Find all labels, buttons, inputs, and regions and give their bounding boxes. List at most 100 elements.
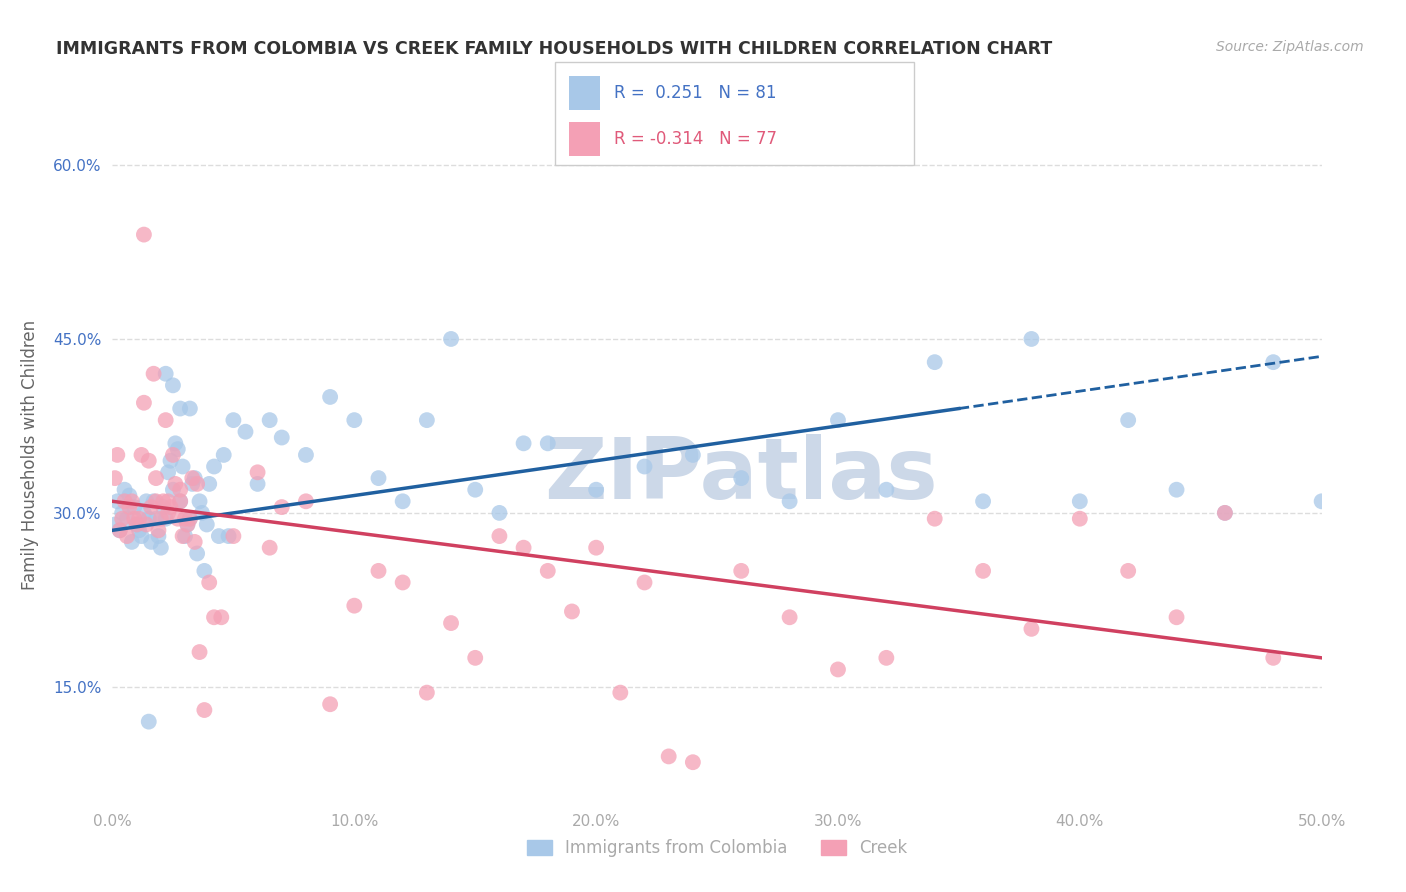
Text: IMMIGRANTS FROM COLOMBIA VS CREEK FAMILY HOUSEHOLDS WITH CHILDREN CORRELATION CH: IMMIGRANTS FROM COLOMBIA VS CREEK FAMILY… <box>56 40 1053 58</box>
Point <box>295 494 318 508</box>
Point <box>138 714 160 729</box>
Point <box>246 466 269 480</box>
Point <box>202 610 225 624</box>
Point <box>131 448 153 462</box>
Point <box>152 500 174 514</box>
Point <box>169 401 191 416</box>
Point <box>131 529 153 543</box>
Point <box>141 534 163 549</box>
Point <box>1166 483 1188 497</box>
Point <box>343 413 366 427</box>
Point <box>125 517 148 532</box>
Point <box>148 529 170 543</box>
Point <box>159 500 181 514</box>
Point <box>779 610 801 624</box>
Point <box>176 517 198 532</box>
Point <box>682 755 704 769</box>
Point <box>186 476 208 491</box>
Point <box>142 367 165 381</box>
Point <box>464 651 486 665</box>
Point <box>391 494 413 508</box>
Point <box>270 500 292 514</box>
Point <box>149 511 172 525</box>
Point <box>193 703 215 717</box>
Point <box>391 575 413 590</box>
Point <box>193 564 215 578</box>
Point <box>827 662 849 677</box>
Point <box>104 471 127 485</box>
Point <box>1021 332 1043 346</box>
Point <box>121 494 143 508</box>
Point <box>198 575 221 590</box>
Point <box>118 500 141 514</box>
Point <box>104 517 127 532</box>
Point <box>159 453 181 467</box>
Point <box>108 523 131 537</box>
Point <box>875 483 897 497</box>
Point <box>464 483 486 497</box>
Point <box>115 511 138 525</box>
Point <box>122 511 145 525</box>
Point <box>972 494 994 508</box>
Point <box>222 529 245 543</box>
Point <box>183 471 205 485</box>
Point <box>658 749 681 764</box>
Point <box>246 476 269 491</box>
Point <box>682 448 704 462</box>
Point <box>162 448 184 462</box>
Point <box>208 529 231 543</box>
Point <box>585 541 607 555</box>
Point <box>195 517 218 532</box>
Point <box>259 413 281 427</box>
Point <box>155 413 177 427</box>
Point <box>132 395 155 409</box>
Point <box>142 494 165 508</box>
Point <box>319 698 342 712</box>
Point <box>1263 651 1285 665</box>
Point <box>1069 511 1091 525</box>
Point <box>162 378 184 392</box>
Point <box>202 459 225 474</box>
Point <box>1021 622 1043 636</box>
Point <box>176 517 198 532</box>
Point <box>191 506 214 520</box>
Point <box>537 564 560 578</box>
Point <box>633 459 655 474</box>
Legend: Immigrants from Colombia, Creek: Immigrants from Colombia, Creek <box>520 833 914 864</box>
Point <box>169 494 191 508</box>
Point <box>416 413 439 427</box>
Point <box>122 500 145 514</box>
Point <box>172 529 194 543</box>
Point <box>875 651 897 665</box>
Point <box>111 511 134 525</box>
Point <box>114 483 136 497</box>
Point <box>1310 494 1333 508</box>
Point <box>270 431 292 445</box>
Point <box>138 453 160 467</box>
Point <box>222 413 245 427</box>
Point <box>1069 494 1091 508</box>
Point <box>165 436 187 450</box>
Point <box>115 529 138 543</box>
Point <box>188 494 211 508</box>
Text: Source: ZipAtlas.com: Source: ZipAtlas.com <box>1216 40 1364 54</box>
Point <box>181 476 204 491</box>
Point <box>108 523 131 537</box>
Point <box>114 494 136 508</box>
Point <box>155 367 177 381</box>
Point <box>1116 413 1139 427</box>
Point <box>779 494 801 508</box>
Point <box>972 564 994 578</box>
Text: R = -0.314   N = 77: R = -0.314 N = 77 <box>614 130 778 148</box>
Point <box>488 529 510 543</box>
Point <box>132 506 155 520</box>
Point <box>166 442 188 457</box>
Point <box>165 476 187 491</box>
Point <box>633 575 655 590</box>
Text: ZIPatlas: ZIPatlas <box>544 434 938 517</box>
Point <box>367 471 389 485</box>
Point <box>181 471 204 485</box>
Point <box>367 564 389 578</box>
Point <box>174 511 197 525</box>
Point <box>512 436 534 450</box>
